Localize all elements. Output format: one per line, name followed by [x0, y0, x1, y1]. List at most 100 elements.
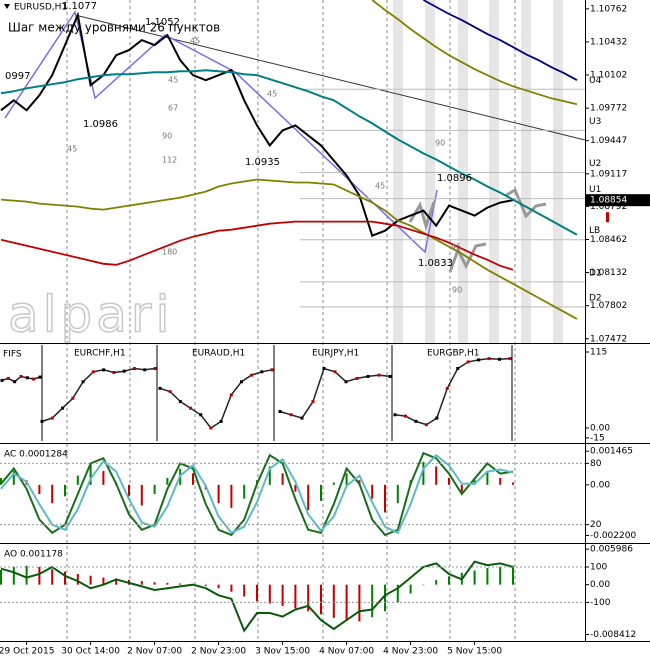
annotation: 45 — [267, 90, 277, 99]
panel-plot — [0, 345, 513, 441]
bar — [281, 473, 284, 485]
point — [168, 390, 172, 394]
x-tick-label: 5 Nov 15:00 — [447, 647, 502, 657]
symbol: EURUSD,H1 — [14, 3, 67, 13]
point — [32, 377, 36, 381]
bar — [294, 484, 297, 492]
x-tick-label: 4 Nov 07:00 — [319, 647, 374, 657]
point — [13, 380, 17, 384]
annotation: 45 — [375, 182, 385, 191]
point — [81, 380, 85, 384]
marker — [606, 212, 609, 223]
x-tick-label: 29 Oct 2015 — [0, 647, 54, 657]
bar — [230, 484, 233, 508]
level-label: U3 — [589, 117, 601, 127]
bar — [294, 584, 297, 609]
point — [112, 370, 116, 374]
y-tick-label: 0.00 — [590, 423, 610, 433]
series-line — [394, 357, 511, 426]
panel-plot — [0, 0, 585, 320]
series-line — [0, 178, 578, 320]
point — [388, 374, 392, 378]
bar — [435, 579, 438, 585]
bar — [256, 584, 258, 602]
bar — [51, 569, 54, 585]
annotation: 1.0986 — [83, 119, 118, 130]
y-tick-label: 1.07802 — [590, 301, 627, 311]
annotation: 180 — [162, 248, 177, 257]
point — [322, 367, 326, 371]
bar — [499, 477, 502, 485]
annotation: 1.1077 — [62, 1, 97, 12]
y-tick-label: 1.08132 — [590, 268, 627, 278]
y-tick-label: 20 — [590, 520, 602, 530]
point — [377, 373, 381, 377]
series-line — [0, 11, 514, 238]
bar — [115, 578, 118, 585]
point — [278, 409, 282, 413]
point — [38, 375, 42, 379]
panel-plot — [0, 560, 514, 633]
bar — [396, 584, 399, 603]
bar — [76, 475, 79, 485]
annotation: 67 — [168, 104, 178, 113]
level-label: U4 — [589, 76, 602, 86]
level-label: U2 — [589, 159, 601, 169]
annotation: 45 — [67, 145, 77, 154]
bar — [512, 565, 514, 585]
bar — [153, 582, 156, 585]
point — [456, 367, 460, 371]
bar — [0, 477, 2, 485]
level-label: U1 — [589, 185, 601, 195]
y-tick-label: 0.00 — [590, 580, 610, 590]
point — [477, 358, 481, 362]
point — [6, 376, 10, 380]
point — [344, 380, 348, 384]
chart-title: Шаг между уровнями 26 пунктов — [8, 21, 220, 35]
bar — [64, 484, 66, 497]
series-line — [0, 560, 514, 633]
point — [498, 357, 502, 361]
bar — [320, 584, 322, 615]
bar — [486, 568, 489, 585]
point — [355, 376, 359, 380]
bar — [204, 584, 207, 586]
bar — [345, 473, 348, 485]
point — [25, 376, 29, 380]
point — [366, 374, 370, 378]
panel-title: FIFS — [3, 350, 22, 360]
symbol-marker — [4, 4, 10, 9]
bar — [192, 473, 194, 485]
x-tick-label: 3 Nov 15:00 — [255, 647, 310, 657]
bar — [396, 484, 399, 504]
annotation: 90 — [162, 132, 172, 141]
annotation: 0997 — [5, 71, 30, 82]
point — [508, 357, 512, 361]
bar — [243, 584, 246, 597]
series-label: EURJPY,H1 — [312, 349, 359, 359]
point — [71, 396, 75, 400]
x-tick-label: 2 Nov 07:00 — [127, 647, 182, 657]
level-label: D1 — [589, 268, 602, 278]
level-label: LB — [589, 226, 600, 236]
point — [414, 419, 418, 423]
bar — [12, 566, 15, 585]
bar — [486, 471, 489, 485]
bar — [89, 464, 92, 485]
y-tick-label: -0.008412 — [590, 630, 636, 640]
point — [239, 380, 243, 384]
annotation: 45 — [168, 76, 178, 85]
bar — [128, 484, 130, 497]
bar — [371, 484, 374, 499]
background — [66, 0, 563, 641]
panel-title: AC 0.0001284 — [4, 450, 68, 460]
bar — [102, 471, 105, 485]
bar — [409, 584, 412, 594]
annotation: 1.0833 — [418, 258, 453, 269]
bar — [38, 566, 41, 585]
bar — [64, 571, 66, 585]
y-tick-label: 1.08462 — [590, 235, 627, 245]
point — [199, 413, 203, 417]
series-line — [0, 453, 514, 535]
y-tick-label: -100 — [590, 598, 611, 608]
